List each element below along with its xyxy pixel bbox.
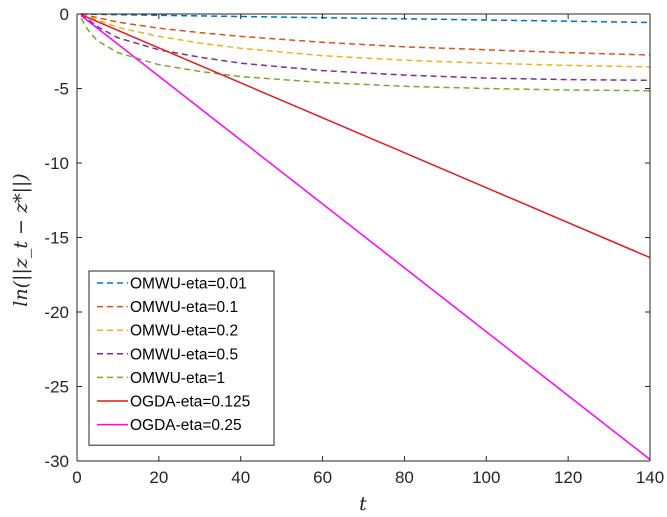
- series-line-1: [80, 13, 651, 56]
- x-tick-label: 60: [313, 468, 332, 487]
- series-line-2: [80, 13, 651, 68]
- y-axis-label: ln(||z_t − z*||): [10, 173, 32, 306]
- x-tick-label: 0: [72, 468, 81, 487]
- x-tick-label: 40: [231, 468, 250, 487]
- series-line-3: [80, 13, 651, 82]
- legend-label-1: OMWU-eta=0.1: [130, 299, 238, 316]
- legend-label-6: OGDA-eta=0.25: [130, 417, 242, 434]
- legend-box: [88, 270, 275, 446]
- series-line-6: [80, 14, 651, 461]
- x-axis-label: t: [359, 493, 367, 515]
- y-tick-label: -25: [44, 378, 69, 397]
- legend-label-5: OGDA-eta=0.125: [130, 394, 250, 411]
- y-tick-label: -20: [44, 303, 69, 322]
- axes-layer: 0 20 40 60 80 100 120 140 0 -5 -10 -15 -20 -25 -30: [44, 5, 664, 487]
- series-line-4: [80, 18, 651, 92]
- legend-label-2: OMWU-eta=0.2: [130, 323, 238, 340]
- series-layer: [80, 13, 651, 461]
- y-tick-label: -30: [44, 452, 69, 471]
- x-tick-label: 20: [149, 468, 168, 487]
- legend-label-0: OMWU-eta=0.01: [130, 276, 247, 293]
- legend-label-4: OMWU-eta=1: [130, 370, 225, 387]
- legend: OMWU-eta=0.01 OMWU-eta=0.1 OMWU-eta=0.2 OMW…: [88, 270, 275, 446]
- x-tick-label: 80: [395, 468, 414, 487]
- x-tick-label: 100: [472, 468, 500, 487]
- series-line-5: [80, 14, 651, 259]
- legend-label-3: OMWU-eta=0.5: [130, 346, 238, 363]
- x-tick-label: 120: [554, 468, 582, 487]
- y-tick-label: -10: [44, 154, 69, 173]
- y-tick-label: 0: [60, 5, 69, 24]
- x-tick-label: 140: [636, 468, 664, 487]
- y-tick-label: -5: [54, 80, 69, 99]
- y-tick-label: -15: [44, 229, 69, 248]
